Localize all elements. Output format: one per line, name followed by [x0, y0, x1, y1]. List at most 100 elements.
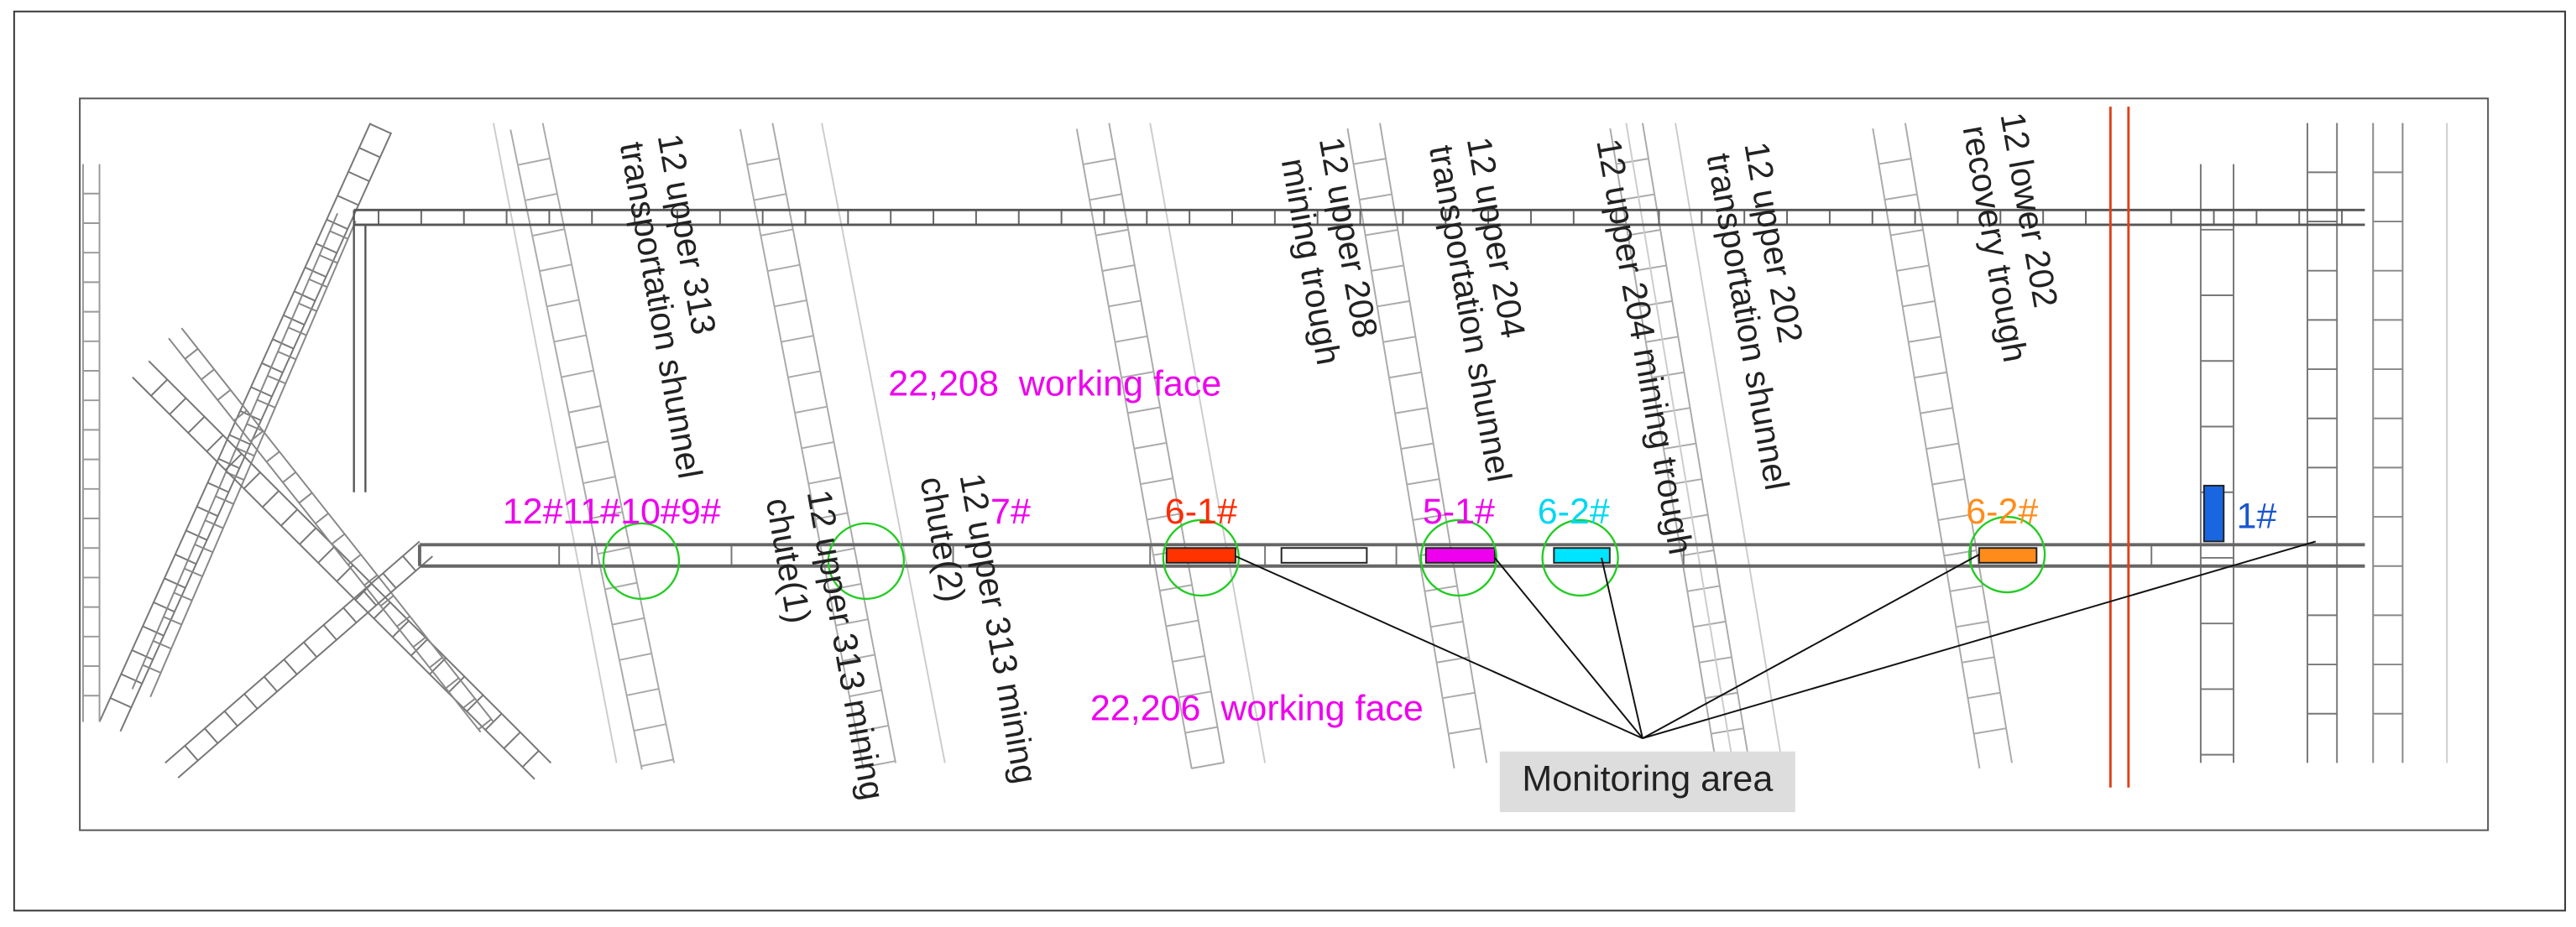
- map-line: [322, 624, 337, 641]
- map-line: [337, 195, 359, 206]
- map-line: [461, 698, 476, 710]
- map-line: [1083, 158, 1116, 165]
- point-label: 1#: [2236, 497, 2276, 537]
- map-line: [842, 654, 875, 662]
- pointer-line: [1601, 557, 1643, 739]
- map-line: [1075, 128, 1193, 769]
- map-line: [1121, 371, 1154, 379]
- map-line: [204, 519, 224, 529]
- map-line: [801, 440, 834, 450]
- map-line: [150, 378, 169, 397]
- map-line: [1413, 513, 1445, 521]
- map-line: [288, 326, 307, 336]
- map-line: [1890, 229, 1924, 237]
- map-line: [223, 711, 238, 727]
- map-line: [120, 673, 143, 685]
- map-line: [319, 254, 338, 264]
- map-line: [1365, 229, 1398, 237]
- map-line: [1430, 620, 1464, 628]
- map-line: [1962, 656, 1995, 664]
- map-line: [1108, 299, 1142, 308]
- map-line: [206, 435, 224, 452]
- map-line: [298, 492, 313, 504]
- map-line: [168, 337, 482, 733]
- map-line: [362, 590, 377, 607]
- map-line: [264, 676, 278, 693]
- map-line: [196, 506, 218, 518]
- point-label: 6-1#: [1165, 492, 1237, 532]
- map-line: [262, 490, 280, 508]
- map-line: [835, 618, 869, 627]
- map-line: [282, 471, 296, 483]
- map-line: [1115, 335, 1148, 343]
- map-line: [215, 495, 234, 505]
- map-line: [326, 218, 348, 230]
- map-line: [342, 607, 358, 623]
- map-line: [1973, 727, 2007, 735]
- map-line: [1353, 158, 1387, 165]
- map-line: [1089, 193, 1122, 201]
- sensor-segment: [1424, 547, 1496, 564]
- monitor-circle: [1541, 518, 1619, 597]
- map-line: [177, 555, 433, 779]
- map-line: [739, 128, 865, 769]
- map-line: [1346, 128, 1455, 769]
- map-line: [546, 299, 580, 308]
- map-line: [119, 132, 393, 732]
- pointer-line: [1235, 555, 1643, 739]
- map-line: [1166, 619, 1199, 628]
- map-line: [265, 450, 280, 463]
- map-line: [1896, 264, 1930, 272]
- map-line: [249, 430, 264, 442]
- pointer-line: [1642, 540, 2317, 740]
- map-line: [184, 347, 199, 360]
- map-line: [553, 334, 587, 343]
- map-line: [1424, 585, 1458, 592]
- map-line: [224, 453, 243, 471]
- map-line: [828, 583, 862, 591]
- map-line: [317, 545, 336, 564]
- map-line: [1902, 299, 1936, 308]
- map-line: [822, 547, 855, 556]
- map-line: [1359, 193, 1393, 201]
- point-label: 5-1#: [1423, 492, 1495, 532]
- monitoring-box: [1499, 751, 1795, 813]
- map-line: [1448, 727, 1481, 735]
- map-line: [164, 577, 186, 589]
- map-line: [1609, 128, 1718, 769]
- map-line: [283, 659, 298, 675]
- map-line: [604, 581, 638, 591]
- map-line: [1908, 336, 1941, 343]
- point-label: 6-2#: [1538, 492, 1610, 532]
- map-line: [521, 750, 540, 768]
- map-line: [1377, 299, 1410, 308]
- map-line: [1172, 654, 1205, 663]
- map-line: [402, 555, 417, 572]
- monitor-circle: [602, 522, 681, 601]
- map-line: [110, 697, 132, 709]
- map-line: [539, 263, 572, 273]
- map-line: [1178, 690, 1212, 699]
- map-line: [575, 440, 609, 449]
- map-line: [331, 533, 346, 545]
- map-line: [863, 760, 896, 768]
- map-line: [1147, 513, 1180, 521]
- map-line: [1675, 122, 1784, 763]
- map-line: [184, 745, 199, 762]
- map-line: [308, 279, 328, 289]
- map-line: [163, 616, 182, 626]
- map-line: [131, 212, 339, 690]
- map-line: [808, 477, 841, 485]
- map-line: [619, 652, 652, 661]
- map-line: [767, 263, 801, 273]
- map-line: [299, 527, 317, 545]
- map-line: [774, 299, 807, 308]
- map-line: [180, 327, 494, 723]
- map-line: [280, 508, 298, 527]
- background-workings: [81, 122, 2448, 780]
- map-line: [1956, 620, 1989, 628]
- sensor-segment: [2202, 484, 2225, 543]
- map-line: [583, 476, 616, 484]
